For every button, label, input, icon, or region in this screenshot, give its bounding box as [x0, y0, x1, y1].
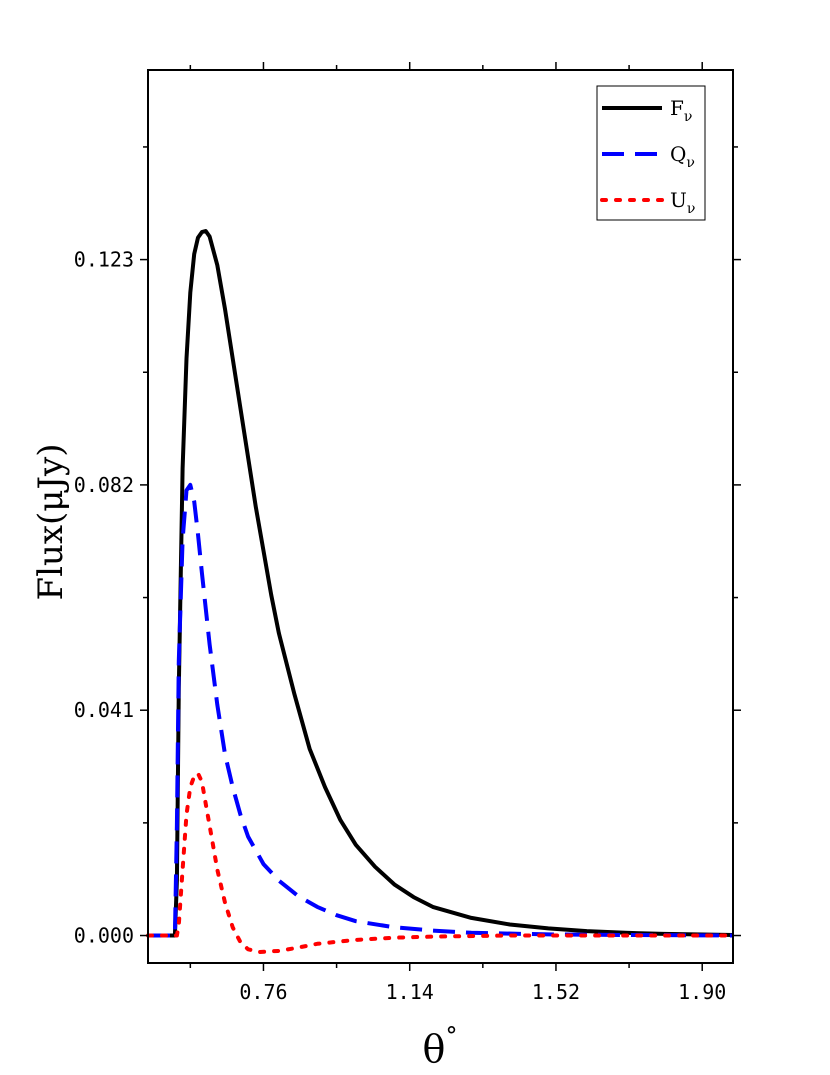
x-tick-label: 1.90 [678, 980, 726, 1004]
plot-frame [147, 69, 734, 964]
series-line-q [148, 482, 734, 938]
legend-label-u: Uν [670, 188, 695, 217]
series-layer [146, 229, 735, 954]
legend-label-q: Qν [670, 142, 695, 171]
x-axis-symbol: θ [423, 1027, 446, 1071]
y-tick-label: 0.082 [74, 473, 134, 497]
y-tick-label: 0.123 [74, 248, 134, 272]
x-tick-label: 0.76 [239, 980, 287, 1004]
x-tick-label: 1.14 [386, 980, 434, 1004]
series-line-f [148, 229, 734, 938]
y-tick-label: 0.000 [74, 924, 134, 948]
legend: Fν Qν Uν [596, 85, 706, 221]
x-tick-label: 1.52 [532, 980, 580, 1004]
tick-labels-layer: 0.76 1.14 1.52 1.90 0.000 0.041 0.082 0.123 [74, 248, 727, 1004]
series-line-u [146, 771, 735, 954]
legend-label-f: Fν [670, 96, 692, 125]
y-axis-title: Flux(μJy) [31, 443, 71, 600]
x-axis-degree: ° [445, 1022, 457, 1050]
y-tick-label: 0.041 [74, 698, 134, 722]
x-axis-title: θ° [423, 1022, 458, 1071]
